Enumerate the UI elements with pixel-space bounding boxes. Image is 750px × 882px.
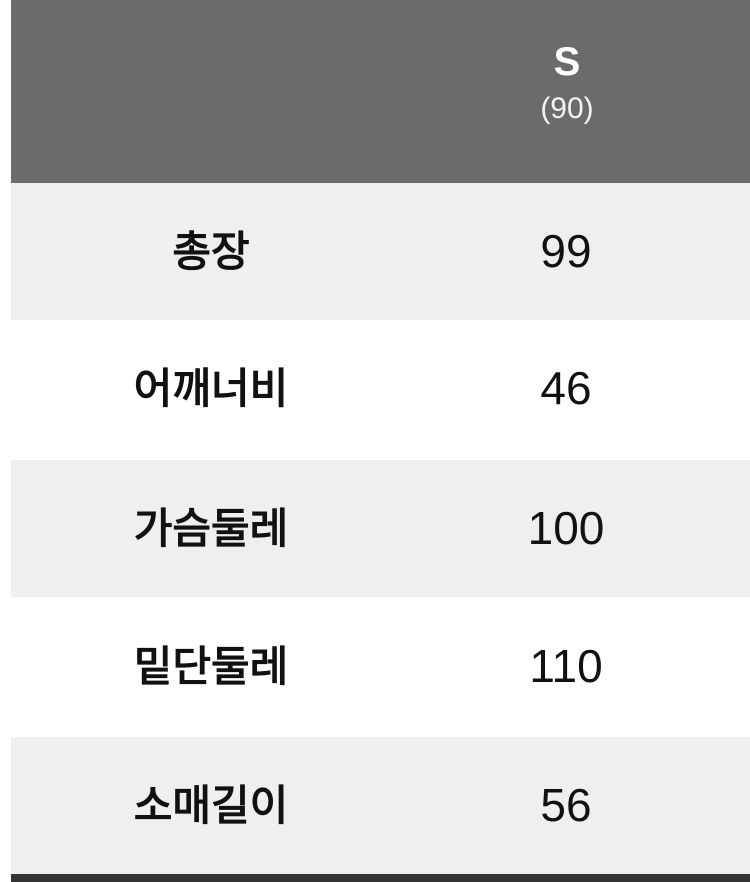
row-value: 110 bbox=[529, 640, 603, 692]
table-row: 총장 99 bbox=[11, 183, 750, 320]
row-value: 100 bbox=[527, 502, 605, 554]
row-value: 99 bbox=[540, 225, 592, 277]
table-row: 가슴둘레 100 bbox=[11, 460, 750, 597]
row-value: 46 bbox=[540, 362, 592, 414]
row-value: 56 bbox=[540, 779, 592, 831]
size-table-header: S (90) bbox=[11, 0, 750, 183]
row-label: 소매길이 bbox=[133, 781, 289, 830]
size-label: S bbox=[553, 40, 581, 84]
table-bottom-border bbox=[11, 874, 750, 882]
row-label: 어깨너비 bbox=[133, 364, 289, 413]
table-row: 밑단둘레 110 bbox=[11, 598, 750, 735]
row-label: 총장 bbox=[172, 227, 250, 276]
row-label: 밑단둘레 bbox=[133, 642, 289, 691]
table-row: 어깨너비 46 bbox=[11, 320, 750, 457]
size-sub-label: (90) bbox=[540, 92, 594, 125]
table-row: 소매길이 56 bbox=[11, 737, 750, 874]
row-label: 가슴둘레 bbox=[133, 504, 289, 553]
